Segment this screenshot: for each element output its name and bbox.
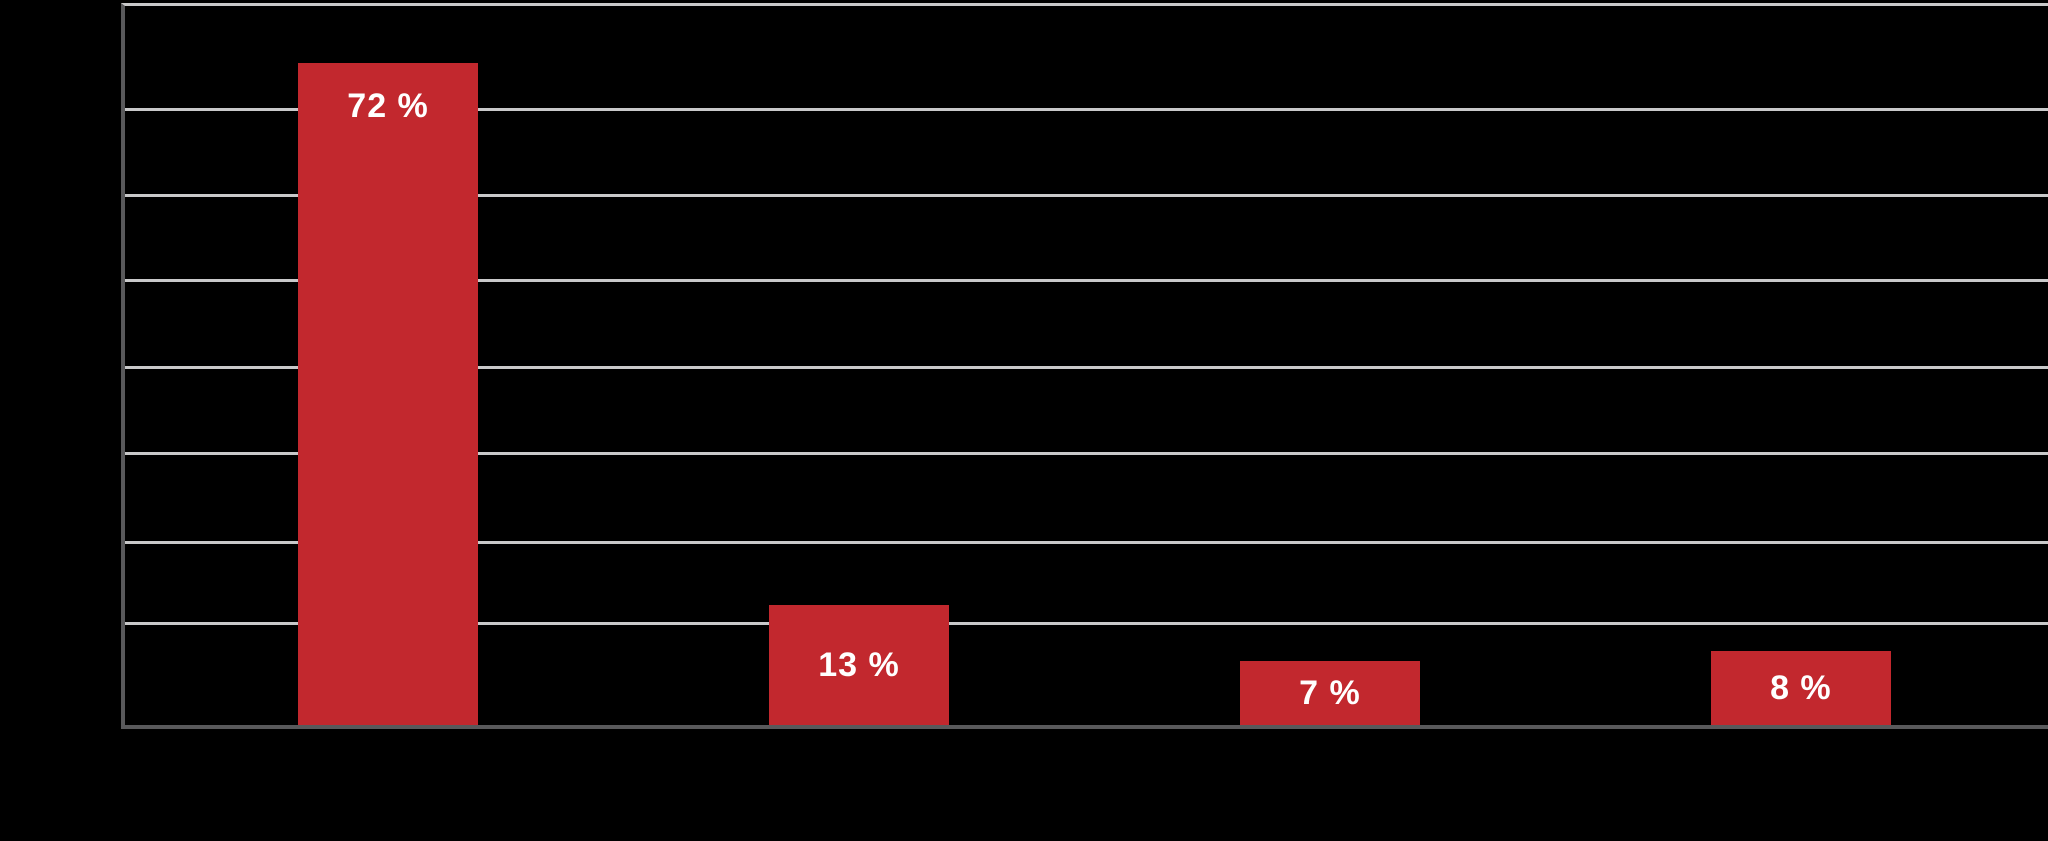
gridline	[125, 365, 2048, 369]
bar: 8 %	[1710, 651, 1891, 725]
bar: 7 %	[1239, 660, 1420, 725]
gridline	[125, 540, 2048, 544]
bar: 13 %	[769, 605, 949, 725]
gridline	[125, 451, 2048, 455]
bar: 72 %	[298, 63, 479, 725]
gridline	[125, 193, 2048, 197]
gridline	[125, 279, 2048, 283]
bar-value-label: 72 %	[347, 87, 429, 126]
bar-value-label: 8 %	[1770, 669, 1832, 708]
bar-value-label: 7 %	[1299, 673, 1361, 712]
gridline	[125, 108, 2048, 112]
bar-value-label: 13 %	[818, 646, 900, 685]
plot-area: 72 % 13 % 7 % 8 %	[121, 3, 2048, 729]
gridline	[125, 622, 2048, 626]
